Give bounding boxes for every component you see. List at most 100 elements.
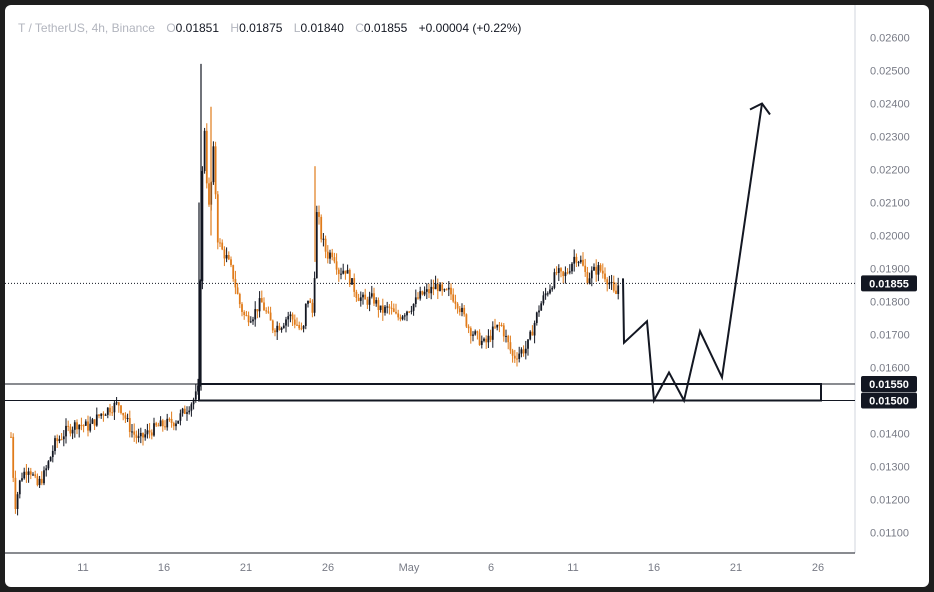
candle-body <box>560 268 562 272</box>
candle-body <box>54 438 56 451</box>
candle-body <box>142 432 144 438</box>
candle-body <box>538 310 540 313</box>
candle-body <box>56 438 59 442</box>
current-price-tag: 0.01855 <box>869 278 909 290</box>
candle-body <box>208 183 210 205</box>
candle-body <box>65 425 67 437</box>
candle-body <box>549 289 551 294</box>
candle-body <box>320 216 323 240</box>
candle-body <box>392 308 395 312</box>
candle-body <box>531 331 534 336</box>
candle-body <box>461 307 463 313</box>
candle-body <box>124 415 127 419</box>
candle-body <box>590 270 593 279</box>
candle-body <box>520 349 523 354</box>
candle-body <box>401 316 404 320</box>
candle-body <box>93 419 96 426</box>
projection-path <box>622 103 763 404</box>
candle-body <box>516 358 518 360</box>
x-tick-label: 11 <box>77 562 88 574</box>
legend: T / TetherUS, 4h, Binance O0.01851 H0.01… <box>18 21 521 35</box>
candle-body <box>225 255 228 259</box>
candle-body <box>441 284 444 291</box>
candle-body <box>300 328 303 330</box>
candle-body <box>199 281 202 386</box>
candle-body <box>144 434 147 438</box>
candle-body <box>203 130 206 172</box>
candle-body <box>445 289 448 291</box>
candle-body <box>113 402 116 413</box>
price-chart[interactable]: 0.02600 0.02500 0.02400 0.02300 0.02200 0.021… <box>5 5 929 587</box>
candle-body <box>291 314 294 320</box>
candle-body <box>205 130 208 184</box>
level-price-tag-1: 0.01500 <box>869 396 909 408</box>
y-tick-label: 0.02200 <box>870 165 910 177</box>
candle-body <box>128 418 131 432</box>
candle-body <box>593 266 595 271</box>
candle-body <box>612 281 615 291</box>
candle-body <box>172 423 175 427</box>
candle-body <box>148 430 151 433</box>
candle-body <box>29 471 32 475</box>
support-zone-rectangle <box>198 383 822 402</box>
candle-body <box>302 325 305 329</box>
y-tick-label: 0.02400 <box>870 99 910 111</box>
legend-high-label: H <box>230 21 240 35</box>
candle-body <box>505 335 507 337</box>
candle-body <box>546 293 549 295</box>
candle-body <box>527 339 529 349</box>
x-tick-label: 16 <box>158 562 170 574</box>
candle-body <box>467 326 470 329</box>
candle-body <box>289 314 292 317</box>
candle-body <box>243 311 246 315</box>
candle-body <box>298 325 301 329</box>
x-tick-label: May <box>399 562 420 574</box>
candle-body <box>454 301 457 304</box>
candle-body <box>73 422 76 430</box>
candle-body <box>38 478 41 486</box>
y-tick-label: 0.01200 <box>870 495 910 507</box>
candle-body <box>40 478 43 484</box>
candle-body <box>615 290 617 294</box>
legend-change: +0.00004 (+0.22%) <box>418 21 522 35</box>
candle-body <box>333 257 336 262</box>
candle-body <box>166 418 169 428</box>
candle-body <box>456 303 459 309</box>
candle-body <box>447 287 450 290</box>
candle-body <box>485 338 488 343</box>
candle-body <box>419 291 422 299</box>
candle-body <box>322 238 325 240</box>
candle-body <box>170 418 173 424</box>
candle-body <box>568 271 571 273</box>
candle-body <box>500 324 503 326</box>
candle-body <box>432 286 435 290</box>
y-tick-label: 0.01700 <box>870 330 910 342</box>
candle-body <box>27 471 30 475</box>
y-tick-label: 0.01800 <box>870 297 910 309</box>
candle-body <box>175 423 177 427</box>
candle-body <box>249 321 252 323</box>
candle-body <box>157 425 160 427</box>
candle-body <box>390 307 393 309</box>
candle-body <box>214 146 217 195</box>
candle-body <box>355 291 358 298</box>
candle-body <box>351 278 353 285</box>
candle-body <box>146 430 149 435</box>
candle-body <box>223 249 226 259</box>
candle-body <box>324 238 327 252</box>
candle-body <box>509 342 512 351</box>
candle-body <box>608 282 611 285</box>
candle-body <box>450 287 452 295</box>
candle-body <box>496 324 499 328</box>
candle-body <box>348 269 351 285</box>
candle-body <box>95 414 98 426</box>
candle-body <box>599 265 602 271</box>
y-tick-label: 0.02000 <box>870 231 910 243</box>
candle-body <box>47 461 50 469</box>
candle-body <box>16 494 19 509</box>
chart-frame: T / TetherUS, 4h, Binance O0.01851 H0.01… <box>5 5 929 587</box>
x-tick-label: 21 <box>240 562 252 574</box>
candle-body <box>192 399 195 405</box>
candle-body <box>472 334 474 336</box>
projection-arrowhead <box>749 102 771 116</box>
